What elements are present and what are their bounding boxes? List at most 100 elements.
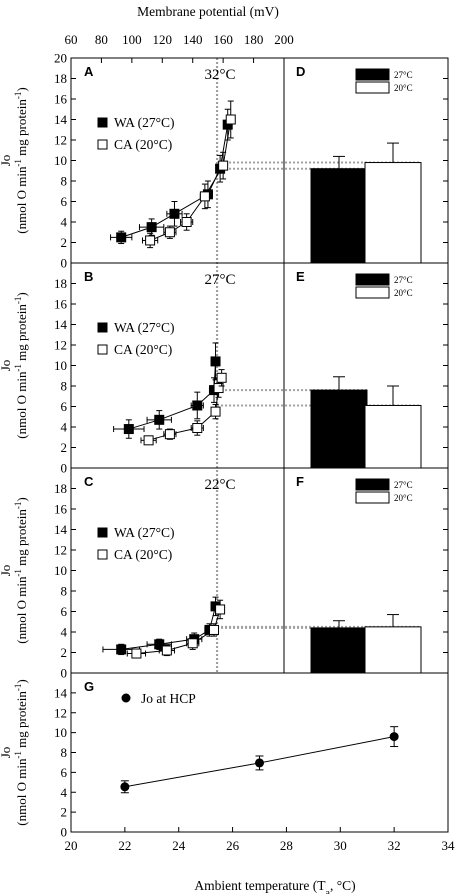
- y-tick-label: 4: [61, 420, 68, 435]
- y-axis-label-line2: (nmol O min-1 mg protein-1): [13, 497, 29, 643]
- top-axis-tick-label: 80: [95, 32, 108, 47]
- top-axis-tick-label: 60: [65, 32, 78, 47]
- x-tick-label: 20: [65, 838, 78, 853]
- y-axis-label-line1: Jo: [0, 155, 13, 167]
- bar-warm: [310, 627, 368, 674]
- y-axis-label: Jo(nmol O min-1 mg protein-1): [0, 497, 29, 643]
- legend-marker-ca: [97, 139, 108, 150]
- data-point-ca: [215, 604, 226, 615]
- legend-label-wa: WA (27°C): [114, 115, 175, 130]
- y-tick-label: 0: [61, 461, 68, 476]
- data-point-wa: [146, 222, 157, 233]
- panel-frame-A: [70, 57, 285, 264]
- y-tick-label: 0: [61, 256, 68, 271]
- y-tick-label: 12: [54, 705, 67, 720]
- data-point-wa: [192, 400, 203, 411]
- legend-marker-ca: [97, 549, 108, 560]
- series-line-wa: [128, 361, 217, 430]
- y-tick-label: 16: [54, 297, 68, 312]
- x-tick-label: 34: [442, 838, 456, 853]
- y-tick-label: 2: [61, 805, 68, 820]
- data-point-hcp: [389, 732, 399, 742]
- bar-legend-marker-cold: [355, 286, 390, 299]
- legend-label-ca: CA (20°C): [114, 547, 172, 562]
- y-tick-label: 18: [54, 276, 67, 291]
- bar-legend-marker-cold: [355, 81, 390, 94]
- data-point-ca: [192, 423, 203, 434]
- data-point-wa: [169, 208, 180, 219]
- panel-temperature-label: 22°C: [204, 477, 235, 493]
- data-point-ca: [164, 227, 175, 238]
- top-axis-tick-label: 200: [274, 32, 294, 47]
- y-tick-label: 6: [61, 765, 68, 780]
- data-point-wa: [154, 414, 165, 425]
- data-point-ca: [199, 191, 210, 202]
- y-tick-label: 10: [54, 725, 67, 740]
- bar-legend-marker-warm: [355, 478, 390, 491]
- y-tick-label: 14: [54, 522, 68, 537]
- y-tick-label: 6: [61, 194, 68, 209]
- data-point-ca: [164, 429, 175, 440]
- data-point-ca: [209, 624, 220, 635]
- panel-label-D: D: [296, 64, 305, 79]
- y-tick-label: 18: [54, 481, 67, 496]
- y-tick-label: 4: [61, 215, 68, 230]
- x-tick-label: 30: [334, 838, 347, 853]
- series-line-wa: [121, 606, 217, 650]
- y-tick-label: 14: [54, 317, 68, 332]
- top-axis-title: Membrane potential (mV): [137, 4, 279, 19]
- bar-legend-label-warm: 27°C: [394, 275, 413, 285]
- panel-temperature-label: 27°C: [204, 272, 235, 288]
- x-tick-label: 32: [388, 838, 401, 853]
- bar-cold: [364, 626, 422, 674]
- panel-label-C: C: [84, 474, 94, 489]
- y-tick-label: 16: [54, 92, 68, 107]
- bar-legend-marker-cold: [355, 491, 390, 504]
- y-axis-label-line2: (nmol O min-1 mg protein-1): [13, 87, 29, 233]
- legend-label-wa: WA (27°C): [114, 525, 175, 540]
- y-axis-label: Jo(nmol O min-1 mg protein-1): [0, 87, 29, 233]
- legend-marker-wa: [97, 322, 108, 333]
- y-axis-label-line1: Jo: [0, 747, 13, 759]
- y-axis-label-line2: (nmol O min-1 mg protein-1): [13, 292, 29, 438]
- y-tick-label: 8: [61, 174, 68, 189]
- y-tick-label: 2: [61, 645, 68, 660]
- y-axis-label: Jo(nmol O min-1 mg protein-1): [0, 292, 29, 438]
- y-tick-label: 6: [61, 604, 68, 619]
- chart-layer: 60 80 100 120 140 160 180 20002468101214161820J…: [0, 32, 455, 853]
- data-point-ca: [161, 645, 172, 656]
- top-axis-tick-label: 160: [213, 32, 233, 47]
- legend-label-hcp: Jo at HCP: [141, 691, 196, 706]
- y-tick-label: 10: [54, 358, 67, 373]
- y-axis-label-line1: Jo: [0, 565, 13, 577]
- x-tick-label: 28: [280, 838, 293, 853]
- data-point-ca: [225, 114, 236, 125]
- top-axis-tick-label: 140: [183, 32, 203, 47]
- x-tick-label: 26: [226, 838, 240, 853]
- y-tick-label: 2: [61, 440, 68, 455]
- y-tick-label: 12: [54, 133, 67, 148]
- data-point-ca: [181, 217, 192, 227]
- y-tick-label: 10: [54, 153, 67, 168]
- bar-legend-label-warm: 27°C: [394, 70, 413, 80]
- data-point-ca: [216, 372, 227, 383]
- legend-marker-ca: [97, 344, 108, 355]
- x-tick-label: 22: [118, 838, 131, 853]
- top-axis-tick-label: 180: [244, 32, 264, 47]
- x-tick-label: 24: [172, 838, 186, 853]
- y-tick-label: 12: [54, 338, 67, 353]
- data-point-hcp: [255, 758, 264, 768]
- legend-marker-hcp: [121, 693, 131, 703]
- y-tick-label: 14: [54, 685, 68, 700]
- y-tick-label: 18: [54, 71, 67, 86]
- bar-warm: [310, 168, 368, 264]
- y-axis-label-line1: Jo: [0, 360, 13, 372]
- data-point-wa: [210, 356, 221, 367]
- y-axis-label-line2: (nmol O min-1 mg protein-1): [13, 679, 29, 825]
- bar-cold: [364, 162, 422, 264]
- bar-legend-marker-warm: [355, 68, 390, 81]
- y-tick-label: 4: [61, 625, 68, 640]
- y-tick-label: 8: [61, 584, 68, 599]
- data-point-ca: [187, 638, 198, 649]
